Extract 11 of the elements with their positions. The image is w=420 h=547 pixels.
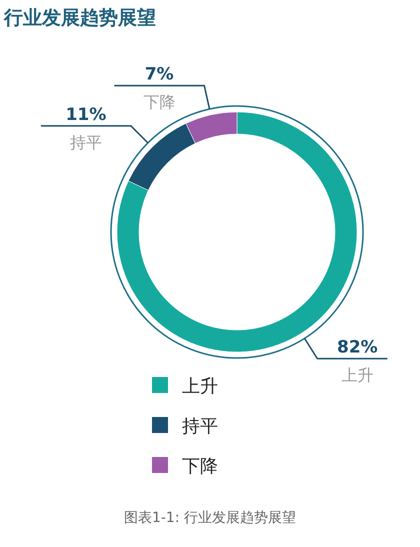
data-label: 7% [144,64,174,85]
chart-title: 行业发展趋势展望 [3,7,156,29]
legend-label: 持平 [182,416,218,437]
legend-label: 下降 [182,456,218,477]
legend-label: 上升 [182,376,218,397]
slice-label: 上升 [341,366,374,385]
slice-label: 持平 [70,132,102,152]
data-label: 82% [337,338,378,358]
slice-label: 下降 [143,92,176,112]
data-label: 11% [66,104,106,125]
text: 图表1-1: 行业发展趋势展望 [124,510,296,526]
